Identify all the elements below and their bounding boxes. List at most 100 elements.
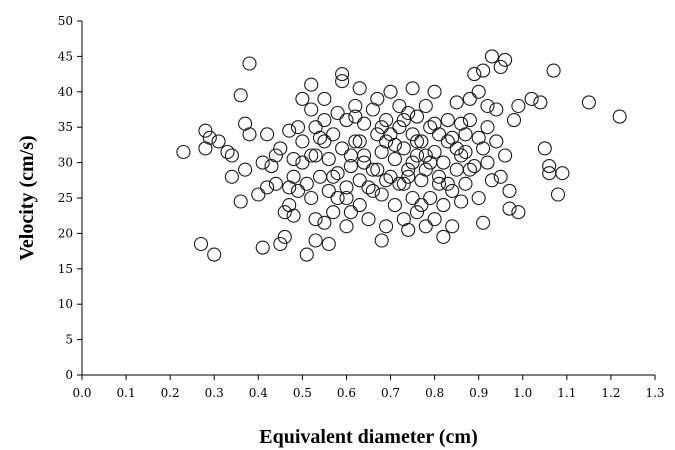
- data-point: [445, 183, 460, 198]
- data-point: [268, 176, 283, 191]
- data-point: [409, 205, 425, 220]
- x-tick-label: 1.2: [601, 386, 620, 400]
- data-point: [467, 159, 482, 174]
- data-point: [396, 141, 411, 156]
- data-point: [348, 134, 363, 149]
- x-axis-ticks: 0.0 0.1 0.2 0.3 0.4 0.5 0.6 0.7 0.8 0.9 1.0 1.1 1.2 1…: [72, 375, 665, 400]
- x-axis-title: Equivalent diameter (cm): [259, 426, 478, 448]
- data-point: [379, 219, 394, 234]
- data-point: [533, 95, 548, 110]
- data-point: [462, 162, 477, 177]
- data-point: [330, 105, 345, 121]
- y-tick-label: 35: [58, 120, 73, 134]
- x-tick-label: 0.8: [425, 386, 444, 400]
- data-point: [290, 183, 306, 198]
- data-point: [321, 183, 336, 198]
- data-point: [454, 116, 469, 131]
- data-point: [374, 120, 389, 135]
- data-point: [352, 134, 367, 149]
- data-point: [304, 148, 319, 163]
- data-point: [370, 127, 385, 142]
- data-point: [343, 205, 358, 220]
- data-point: [458, 144, 473, 160]
- data-point: [317, 134, 332, 149]
- data-point: [286, 152, 301, 167]
- data-point: [211, 134, 226, 149]
- data-point: [436, 155, 451, 170]
- data-point: [242, 56, 257, 71]
- data-point: [330, 190, 345, 206]
- data-point: [193, 236, 209, 252]
- data-point: [202, 130, 217, 145]
- data-point: [383, 169, 398, 184]
- data-point: [339, 219, 354, 234]
- data-point: [339, 180, 354, 195]
- data-point: [449, 141, 464, 156]
- data-point: [326, 205, 341, 220]
- data-point: [440, 176, 455, 191]
- x-tick-label: 0.4: [249, 386, 268, 400]
- data-point: [392, 176, 407, 191]
- y-tick-label: 10: [58, 297, 73, 311]
- data-point: [418, 219, 433, 234]
- data-point: [493, 169, 508, 184]
- x-tick-label: 1.1: [557, 386, 576, 400]
- data-point: [348, 109, 363, 124]
- data-point: [555, 166, 570, 181]
- data-point: [396, 113, 411, 128]
- x-tick-label: 0.3: [205, 386, 224, 400]
- data-point: [405, 127, 420, 142]
- data-point: [343, 148, 358, 163]
- data-point: [581, 95, 596, 110]
- data-point: [238, 162, 253, 177]
- data-point: [489, 102, 504, 117]
- data-point: [343, 159, 358, 174]
- y-tick-label: 25: [58, 191, 73, 205]
- data-point: [418, 98, 433, 114]
- data-points: [176, 49, 627, 262]
- data-point: [379, 134, 394, 149]
- data-point: [348, 98, 363, 114]
- data-point: [612, 109, 627, 124]
- data-point: [502, 201, 517, 216]
- data-point: [423, 155, 438, 170]
- y-tick-label: 0: [65, 368, 73, 382]
- data-point: [471, 84, 486, 99]
- x-tick-label: 1.0: [513, 386, 532, 400]
- data-point: [484, 49, 499, 64]
- data-point: [537, 141, 552, 156]
- data-point: [370, 162, 385, 177]
- data-point: [379, 173, 394, 188]
- data-point: [365, 162, 380, 177]
- data-point: [454, 194, 469, 209]
- data-point: [418, 148, 433, 163]
- data-point: [352, 81, 367, 96]
- data-point: [299, 176, 314, 191]
- data-point: [277, 205, 292, 220]
- data-point: [260, 127, 275, 142]
- data-point: [511, 98, 526, 114]
- data-point: [423, 120, 438, 135]
- data-point: [304, 102, 319, 117]
- data-point: [440, 113, 455, 128]
- data-point: [361, 212, 376, 227]
- data-point: [392, 120, 407, 135]
- data-point: [317, 113, 332, 128]
- data-point: [365, 183, 380, 198]
- data-point: [436, 229, 451, 244]
- data-point: [467, 67, 482, 82]
- data-point: [308, 148, 323, 163]
- data-point: [260, 180, 275, 195]
- data-point: [502, 183, 517, 198]
- data-point: [427, 84, 442, 99]
- data-point: [480, 120, 495, 135]
- data-point: [335, 74, 350, 89]
- y-tick-label: 40: [58, 85, 73, 99]
- data-point: [436, 198, 451, 213]
- x-tick-label: 0.2: [161, 386, 180, 400]
- data-point: [295, 155, 310, 170]
- data-point: [401, 222, 416, 237]
- data-point: [476, 63, 491, 78]
- data-point: [405, 155, 420, 170]
- data-point: [449, 95, 464, 110]
